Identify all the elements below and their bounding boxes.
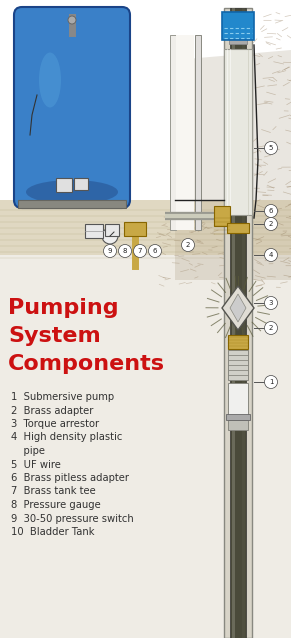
Circle shape bbox=[265, 218, 278, 230]
Circle shape bbox=[134, 244, 146, 258]
Text: System: System bbox=[8, 326, 101, 346]
Bar bbox=[227, 223, 249, 233]
Bar bbox=[124, 222, 146, 236]
Bar bbox=[224, 49, 252, 215]
Polygon shape bbox=[222, 286, 254, 330]
Bar bbox=[195, 35, 201, 230]
Text: 6: 6 bbox=[269, 208, 273, 214]
Bar bbox=[226, 414, 250, 420]
Bar bbox=[170, 35, 176, 230]
Text: 9: 9 bbox=[108, 248, 112, 254]
Bar bbox=[228, 335, 248, 349]
Bar bbox=[228, 420, 248, 430]
Bar bbox=[0, 200, 291, 255]
Text: 8  Pressure gauge: 8 Pressure gauge bbox=[11, 500, 101, 510]
Bar bbox=[232, 8, 235, 638]
Text: 6: 6 bbox=[153, 248, 157, 254]
Bar bbox=[214, 206, 230, 226]
Polygon shape bbox=[230, 294, 246, 322]
Bar bbox=[228, 350, 248, 380]
Circle shape bbox=[102, 228, 118, 244]
Bar bbox=[224, 8, 252, 638]
Circle shape bbox=[265, 142, 278, 154]
Bar bbox=[56, 178, 72, 192]
Bar bbox=[176, 35, 194, 230]
Text: 2: 2 bbox=[269, 325, 273, 331]
Text: Pumping: Pumping bbox=[8, 298, 119, 318]
Text: 8: 8 bbox=[123, 248, 127, 254]
Circle shape bbox=[148, 244, 162, 258]
Text: 5  UF wire: 5 UF wire bbox=[11, 459, 61, 470]
Text: 3: 3 bbox=[269, 300, 273, 306]
Text: 4: 4 bbox=[269, 252, 273, 258]
Text: 9  30-50 pressure switch: 9 30-50 pressure switch bbox=[11, 514, 134, 524]
Text: 2: 2 bbox=[186, 242, 190, 248]
Bar bbox=[18, 200, 126, 208]
Text: 6  Brass pitless adapter: 6 Brass pitless adapter bbox=[11, 473, 129, 483]
Text: 5: 5 bbox=[269, 145, 273, 151]
Polygon shape bbox=[175, 50, 291, 280]
Circle shape bbox=[68, 16, 76, 24]
Circle shape bbox=[118, 244, 132, 258]
Text: 7  Brass tank tee: 7 Brass tank tee bbox=[11, 487, 96, 496]
Circle shape bbox=[265, 322, 278, 334]
Circle shape bbox=[104, 244, 116, 258]
Bar bbox=[0, 255, 291, 638]
Text: 2  Brass adapter: 2 Brass adapter bbox=[11, 406, 93, 415]
Text: 4  High density plastic: 4 High density plastic bbox=[11, 433, 123, 443]
Circle shape bbox=[265, 205, 278, 218]
Circle shape bbox=[265, 376, 278, 389]
Bar bbox=[230, 8, 246, 638]
Circle shape bbox=[182, 239, 194, 251]
Text: 7: 7 bbox=[138, 248, 142, 254]
Text: 1  Submersive pump: 1 Submersive pump bbox=[11, 392, 114, 402]
Text: 3  Torque arrestor: 3 Torque arrestor bbox=[11, 419, 99, 429]
Bar bbox=[105, 224, 119, 236]
Text: 2: 2 bbox=[269, 221, 273, 227]
Ellipse shape bbox=[39, 52, 61, 107]
Ellipse shape bbox=[26, 180, 118, 204]
Text: 1: 1 bbox=[269, 379, 273, 385]
Bar bbox=[228, 383, 248, 415]
Bar bbox=[242, 8, 245, 638]
Circle shape bbox=[265, 297, 278, 309]
Text: pipe: pipe bbox=[11, 446, 45, 456]
Bar bbox=[222, 12, 254, 40]
Bar bbox=[229, 39, 247, 44]
Text: Components: Components bbox=[8, 354, 165, 374]
Circle shape bbox=[265, 248, 278, 262]
Bar bbox=[85, 224, 103, 238]
FancyBboxPatch shape bbox=[14, 7, 130, 208]
Bar bbox=[74, 178, 88, 190]
Text: 10  Bladder Tank: 10 Bladder Tank bbox=[11, 527, 95, 537]
